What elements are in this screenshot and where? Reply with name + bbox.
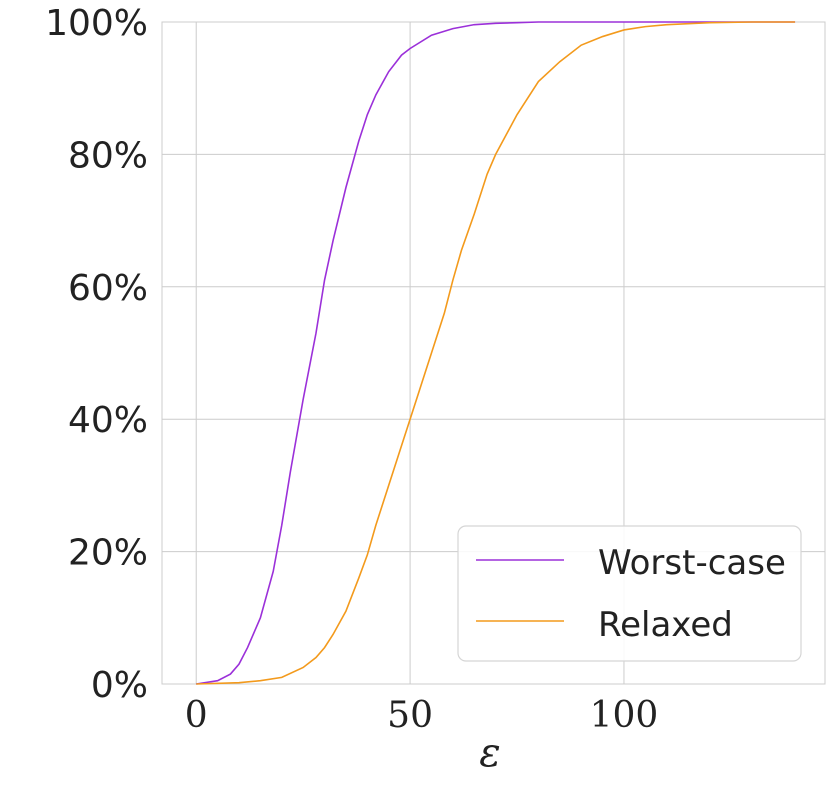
y-tick-label: 40% — [68, 400, 148, 441]
y-tick-label: 20% — [68, 533, 148, 574]
x-axis-ticks: 0 50 100 — [185, 695, 659, 736]
x-tick-label: 0 — [185, 695, 208, 736]
y-tick-label: 80% — [68, 135, 148, 176]
x-tick-label: 100 — [590, 695, 659, 736]
y-tick-label: 0% — [91, 665, 148, 706]
legend-label-relaxed: Relaxed — [598, 605, 733, 645]
legend-label-worst-case: Worst-case — [598, 543, 786, 583]
series-line-relaxed — [196, 21, 796, 685]
y-tick-label: 60% — [68, 268, 148, 309]
plot-border — [161, 21, 826, 685]
legend: Worst-case Relaxed — [457, 525, 802, 662]
series-layer — [196, 21, 796, 685]
x-tick-label: 50 — [387, 695, 433, 736]
x-axis-label: ε — [479, 730, 500, 776]
y-axis-ticks: 0% 20% 40% 60% 80% 100% — [45, 3, 148, 706]
plot-frame — [161, 21, 826, 685]
series-line-worst-case — [196, 21, 796, 685]
y-tick-label: 100% — [45, 3, 148, 44]
